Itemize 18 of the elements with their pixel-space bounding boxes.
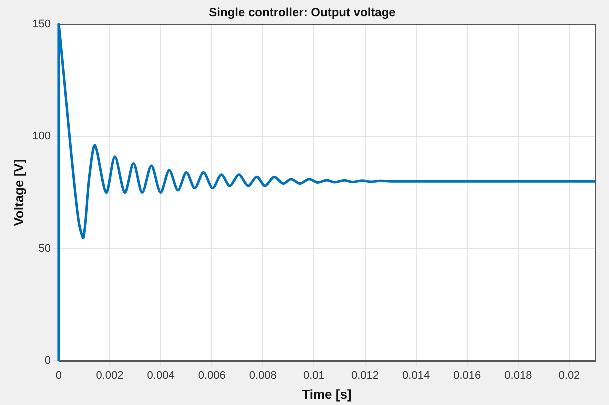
chart-title: Single controller: Output voltage (209, 6, 396, 20)
x-tick-label: 0.008 (249, 370, 277, 382)
y-tick-label: 100 (32, 130, 51, 143)
x-tick-label: 0.014 (402, 370, 430, 382)
y-tick-label: 0 (44, 355, 51, 368)
x-tick-label: 0.018 (504, 370, 532, 382)
y-axis-title: Voltage [V] (11, 159, 26, 226)
x-tick-label: 0 (56, 370, 62, 382)
x-tick-label: 0.004 (147, 370, 175, 382)
x-tick-label: 0.006 (198, 370, 226, 382)
x-tick-label: 0.02 (558, 370, 580, 382)
y-tick-label: 150 (32, 18, 51, 30)
x-tick-label: 0.002 (96, 370, 124, 382)
y-tick-label: 50 (38, 242, 51, 255)
x-tick-label: 0.01 (304, 370, 325, 382)
x-axis-title: Time [s] (302, 386, 352, 402)
x-tick-label: 0.012 (352, 370, 380, 382)
x-tick-label: 0.016 (454, 370, 482, 382)
